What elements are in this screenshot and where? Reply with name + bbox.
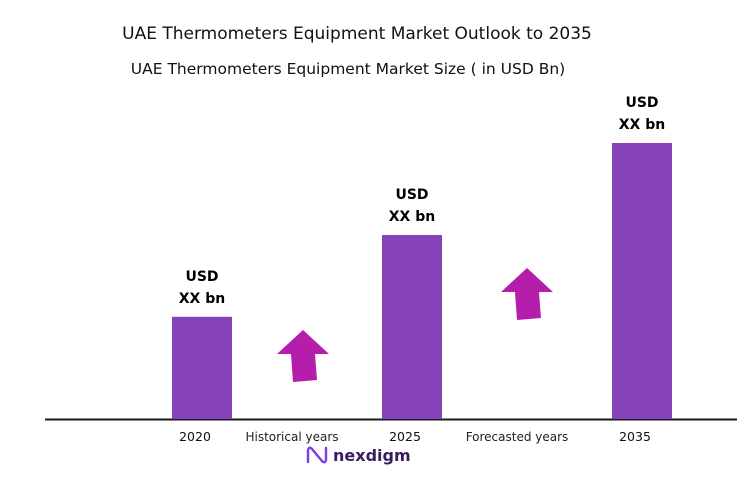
bar-value-label-2035-line-2: XX bn (619, 117, 665, 133)
bar-2020 (172, 316, 232, 419)
period-label-historical: Historical years (245, 430, 338, 444)
bar-2025 (382, 235, 442, 419)
bar-value-label-2025-line-1: USD (395, 187, 428, 203)
brand-name: nexdigm (333, 446, 411, 465)
nexdigm-logo-icon (306, 446, 328, 464)
bar-value-label-2025-line-2: XX bn (389, 209, 435, 225)
brand-logo: nexdigm (306, 446, 411, 465)
growth-arrow-icon-historical (277, 330, 329, 382)
x-tick-label-2025: 2025 (389, 429, 421, 444)
bar-value-label-2020-line-1: USD (185, 269, 218, 285)
growth-arrow-icon-forecasted (501, 268, 553, 320)
chart-subtitle: UAE Thermometers Equipment Market Size (… (131, 60, 565, 78)
x-tick-label-2035: 2035 (619, 429, 651, 444)
chart-title: UAE Thermometers Equipment Market Outloo… (122, 24, 592, 44)
period-label-forecasted: Forecasted years (466, 430, 569, 444)
x-tick-label-2020: 2020 (179, 429, 211, 444)
bar-value-label-2020-line-2: XX bn (179, 291, 225, 307)
bar-2035 (612, 143, 672, 419)
bar-value-label-2035-line-1: USD (625, 95, 658, 111)
